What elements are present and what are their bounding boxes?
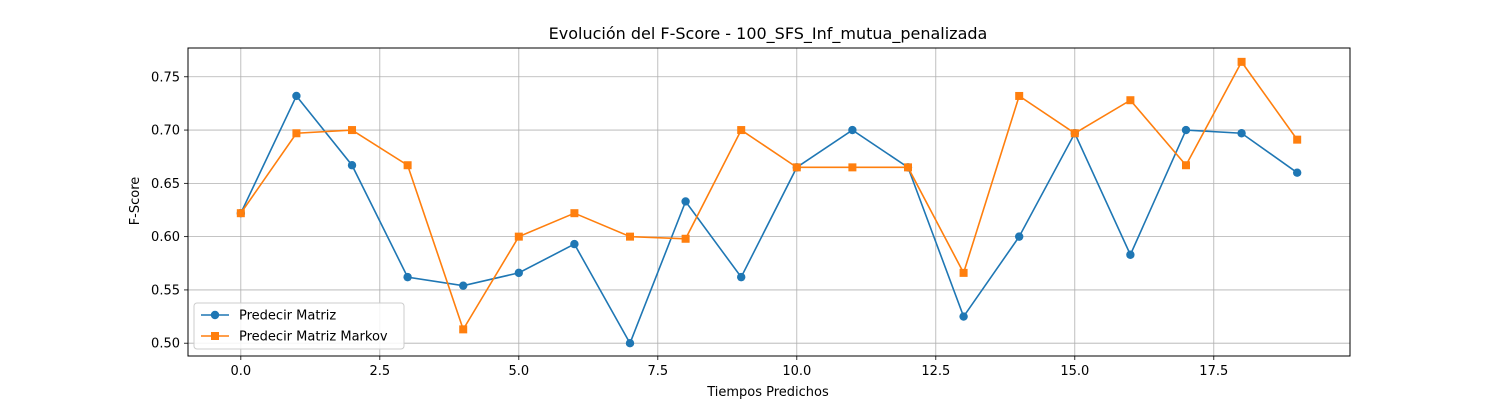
x-tick-label: 5.0 xyxy=(508,364,529,379)
data-point xyxy=(514,232,523,241)
plot-frame xyxy=(187,47,1351,357)
data-point xyxy=(625,339,635,348)
series-line xyxy=(240,94,1298,346)
data-point xyxy=(1126,250,1135,259)
legend: Predecir Matriz Predecir Matriz Markov xyxy=(193,302,405,350)
data-point xyxy=(292,129,301,138)
y-tick-label: 0.50 xyxy=(151,337,180,352)
data-point xyxy=(792,163,801,172)
data-point xyxy=(459,281,468,290)
data-point xyxy=(737,272,746,282)
x-tick-label: 17.5 xyxy=(1199,364,1228,379)
y-tick-label: 0.70 xyxy=(151,124,180,139)
y-tick-label: 0.65 xyxy=(151,177,180,192)
x-tick-label: 0.0 xyxy=(230,364,251,379)
data-point xyxy=(626,232,635,241)
x-axis: 0.0 2.5 5.0 7.5 10.0 12.5 15.0 17.5 xyxy=(230,356,1228,379)
legend-label: Predecir Matriz xyxy=(239,309,336,324)
legend-marker xyxy=(211,332,219,340)
data-point xyxy=(236,209,245,218)
data-point xyxy=(347,161,357,170)
data-point xyxy=(1181,125,1191,135)
data-point xyxy=(681,197,690,206)
data-point xyxy=(570,209,579,218)
x-tick-label: 15.0 xyxy=(1060,364,1089,379)
data-point xyxy=(292,91,301,101)
data-point xyxy=(514,268,524,278)
x-tick-label: 10.0 xyxy=(782,364,811,379)
x-tick-label: 7.5 xyxy=(647,364,668,379)
data-point xyxy=(903,163,912,172)
y-tick-label: 0.75 xyxy=(151,70,180,85)
legend-label: Predecir Matriz Markov xyxy=(239,330,388,345)
data-point xyxy=(1293,135,1302,144)
y-tick-label: 0.60 xyxy=(151,230,180,245)
chart-title: Evolución del F-Score - 100_SFS_Inf_mutu… xyxy=(549,24,988,44)
data-point xyxy=(959,312,968,321)
data-point xyxy=(1070,129,1079,138)
data-point xyxy=(1181,161,1190,170)
data-point xyxy=(848,125,857,135)
y-tick-label: 0.55 xyxy=(151,283,180,298)
series-layer xyxy=(236,57,1302,348)
data-point xyxy=(681,234,690,243)
data-point xyxy=(459,325,468,334)
data-point xyxy=(737,126,746,135)
data-point xyxy=(1237,57,1246,66)
data-point xyxy=(348,126,357,135)
data-point xyxy=(570,239,579,249)
data-point xyxy=(959,268,968,277)
data-point xyxy=(403,272,412,282)
series-2 xyxy=(236,57,1302,334)
data-point xyxy=(1015,91,1024,100)
data-point xyxy=(1014,232,1024,241)
data-point xyxy=(1126,96,1135,105)
y-axis: 0.50 0.55 0.60 0.65 0.70 0.75 xyxy=(151,70,188,352)
legend-marker xyxy=(210,310,220,320)
data-point xyxy=(1237,129,1246,138)
x-axis-label: Tiempos Predichos xyxy=(706,385,829,400)
x-tick-label: 2.5 xyxy=(369,364,390,379)
data-point xyxy=(403,161,412,170)
legend-box xyxy=(193,302,405,350)
data-point xyxy=(1292,168,1302,177)
series-line xyxy=(240,60,1298,332)
data-point xyxy=(848,163,857,172)
x-tick-label: 12.5 xyxy=(921,364,950,379)
y-axis-label: F-Score xyxy=(128,177,143,226)
